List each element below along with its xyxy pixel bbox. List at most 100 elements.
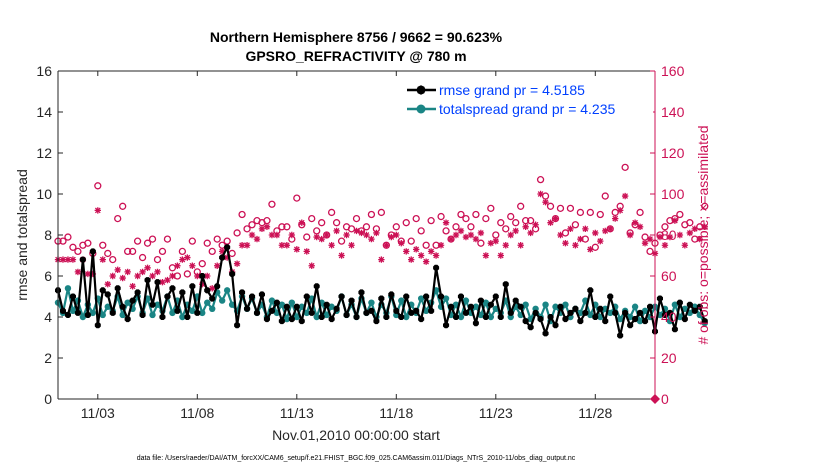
assimilated-obs-point (597, 237, 604, 245)
assimilated-obs-point (159, 278, 166, 286)
rmse-point (124, 316, 131, 323)
assimilated-obs-point (179, 256, 186, 263)
rmse-point (502, 281, 509, 288)
possible-obs-point (417, 227, 425, 235)
spread-point (283, 315, 291, 323)
axis-ticks: 11/03 11/08 11/13 11/18 11/23 11/28 0 2 4 6 8 10 12 1… (36, 63, 684, 421)
rmse-point (527, 324, 534, 331)
rmse-point (542, 330, 549, 337)
assimilated-obs-point (164, 276, 171, 284)
rmse-point (482, 314, 489, 320)
possible-obs-point (84, 239, 92, 247)
possible-obs-point (208, 247, 216, 256)
assimilated-obs-point (358, 229, 365, 237)
possible-obs-point (198, 260, 206, 268)
rmse-point (661, 311, 668, 318)
assimilated-obs-point (681, 242, 689, 249)
y-right-tick-label: 20 (661, 350, 677, 366)
rmse-point (537, 316, 544, 323)
rmse-point (408, 309, 415, 316)
rmse-point (159, 314, 166, 320)
possible-obs-point (566, 204, 575, 213)
spread-point (422, 307, 430, 315)
rmse-point (263, 316, 270, 323)
spread-point (99, 311, 106, 319)
rmse-point (234, 322, 241, 329)
assimilated-obs-point (492, 237, 499, 245)
possible-obs-point (318, 219, 326, 227)
rmse-point (184, 314, 191, 320)
assimilated-obs-point (114, 266, 121, 274)
rmse-point (119, 303, 126, 310)
rmse-point (597, 305, 604, 312)
assimilated-obs-point (263, 223, 271, 230)
possible-obs-point (477, 239, 485, 247)
rmse-point (209, 295, 216, 302)
rmse-point (517, 303, 524, 310)
possible-obs-point (278, 223, 286, 231)
spread-point (79, 313, 87, 321)
rmse-point (308, 309, 315, 316)
assimilated-obs-point (547, 219, 554, 226)
assimilated-obs-point (507, 231, 514, 239)
assimilated-obs-point (497, 252, 504, 259)
spread-point (223, 287, 231, 294)
y-left-tick-label: 10 (36, 186, 52, 202)
rmse-point (676, 299, 683, 306)
legend-rmse-label: rmse grand pr = 4.5185 (439, 82, 585, 98)
assimilated-obs-point (134, 272, 141, 280)
assimilated-obs-point (671, 217, 679, 224)
possible-obs-point (601, 192, 609, 200)
assimilated-obs-point (562, 240, 569, 247)
assimilated-obs-point (204, 272, 211, 280)
assimilated-obs-point (323, 231, 330, 239)
rmse-point (607, 293, 614, 300)
rmse-point (562, 316, 569, 323)
possible-obs-point (377, 208, 386, 217)
assimilated-obs-point (696, 235, 703, 243)
rmse-point (94, 322, 101, 329)
spread-point (328, 303, 335, 310)
assimilated-obs-point (154, 268, 161, 276)
assimilated-obs-point (139, 268, 146, 276)
assimilated-obs-point (363, 231, 370, 239)
assimilated-obs-point (89, 270, 97, 278)
possible-obs-point (74, 247, 82, 256)
possible-obs-point (526, 216, 535, 225)
assimilated-obs-point (243, 242, 251, 249)
possible-obs-point (303, 233, 311, 241)
possible-obs-point (452, 223, 460, 231)
assimilated-obs-point (512, 227, 519, 235)
spread-point (293, 313, 300, 321)
spread-point (189, 307, 196, 315)
possible-obs-point (407, 237, 415, 245)
possible-obs-point (556, 204, 565, 213)
possible-obs-point (243, 225, 251, 233)
rmse-point (462, 309, 469, 316)
rmse-point (194, 309, 201, 316)
rmse-point (239, 289, 246, 296)
spread-point (303, 309, 310, 317)
y-left-tick-label: 4 (44, 309, 52, 325)
assimilated-obs-point (218, 248, 226, 255)
assimilated-obs-point (368, 235, 375, 243)
spread-point (487, 313, 495, 321)
rmse-point (273, 299, 280, 306)
possible-obs-point (392, 223, 400, 231)
rmse-point (249, 293, 256, 300)
assimilated-obs-point (278, 242, 286, 249)
spread-point (616, 315, 624, 323)
rmse-point (164, 293, 171, 300)
rmse-point (477, 297, 484, 304)
rmse-point (572, 305, 579, 312)
assimilated-obs-point (552, 215, 559, 222)
assimilated-obs-point (447, 235, 455, 243)
assimilated-obs-point (124, 268, 131, 276)
rmse-point (383, 314, 390, 320)
rmse-point (348, 297, 355, 304)
rmse-point (333, 305, 340, 312)
assimilated-obs-point (119, 274, 126, 282)
spread-point (462, 297, 470, 304)
rmse-point (403, 293, 410, 300)
possible-obs-point (238, 210, 246, 219)
